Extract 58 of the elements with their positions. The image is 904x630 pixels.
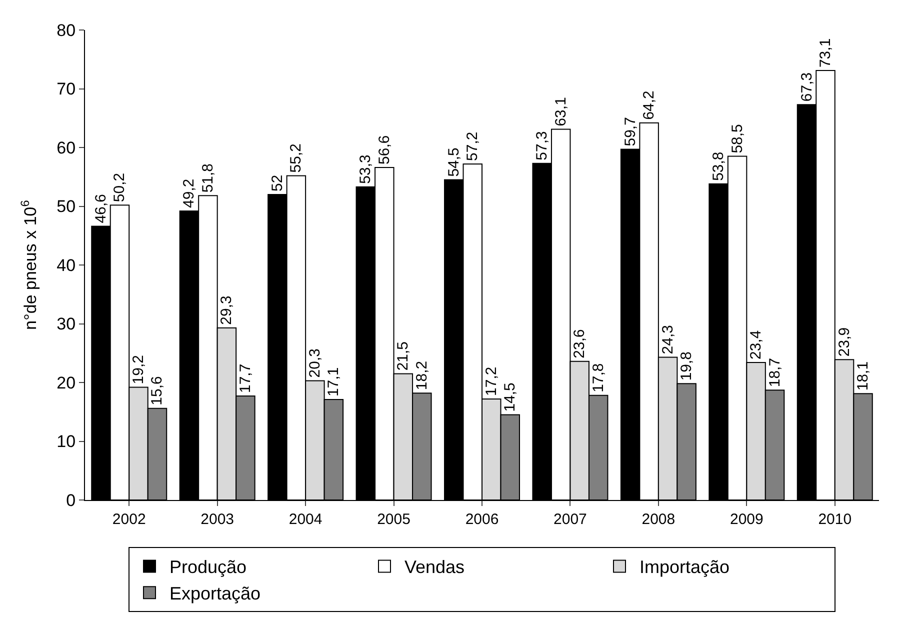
data-label: 53,3 bbox=[357, 154, 374, 184]
y-tick-label: 10 bbox=[56, 432, 76, 452]
data-label: 17,8 bbox=[590, 363, 607, 392]
data-label: 18,2 bbox=[413, 360, 430, 390]
data-label: 57,3 bbox=[534, 131, 551, 160]
data-label: 52 bbox=[268, 174, 286, 192]
x-tick-label: 2003 bbox=[200, 511, 234, 528]
data-label: 46,6 bbox=[92, 194, 110, 224]
y-tick-label: 20 bbox=[56, 373, 76, 392]
data-label: 14,5 bbox=[502, 382, 519, 412]
data-label: 19,8 bbox=[678, 351, 696, 381]
data-label: 19,2 bbox=[130, 354, 147, 384]
data-label: 17,7 bbox=[236, 364, 254, 394]
data-label: 51,8 bbox=[199, 163, 216, 193]
x-tick-label: 2010 bbox=[818, 511, 852, 528]
y-tick-label: 50 bbox=[56, 197, 76, 216]
data-label: 15,6 bbox=[148, 376, 166, 406]
data-label: 20,3 bbox=[306, 348, 324, 378]
data-label: 50,2 bbox=[111, 172, 128, 202]
data-label: 57,2 bbox=[464, 132, 482, 161]
data-label: 24,3 bbox=[659, 325, 676, 354]
data-label: 18,1 bbox=[854, 361, 872, 391]
y-tick-label: 80 bbox=[56, 20, 76, 40]
data-label: 73,1 bbox=[817, 38, 834, 68]
data-label: 55,2 bbox=[288, 143, 305, 173]
data-label: 23,9 bbox=[836, 327, 853, 357]
x-tick-label: 2009 bbox=[730, 511, 764, 528]
data-label: 64,2 bbox=[640, 90, 658, 120]
data-label: 29,3 bbox=[218, 296, 236, 325]
legend-label: Produção bbox=[170, 557, 247, 578]
data-label: 23,6 bbox=[571, 329, 588, 358]
data-label: 56,6 bbox=[376, 135, 393, 164]
x-tick-label: 2007 bbox=[554, 511, 587, 528]
x-tick-label: 2008 bbox=[642, 511, 676, 528]
data-label: 59,7 bbox=[622, 117, 639, 146]
data-label: 21,5 bbox=[394, 341, 412, 371]
x-tick-label: 2002 bbox=[112, 511, 146, 528]
legend-label: Exportação bbox=[170, 584, 261, 604]
legend-label: Vendas bbox=[404, 557, 465, 578]
data-label: 63,1 bbox=[552, 97, 570, 126]
data-label: 67,3 bbox=[798, 72, 816, 102]
data-label: 58,5 bbox=[728, 124, 746, 154]
y-tick-label: 30 bbox=[56, 314, 76, 334]
data-label: 53,8 bbox=[710, 152, 728, 181]
data-label: 23,4 bbox=[748, 330, 765, 360]
y-tick-label: 60 bbox=[56, 138, 76, 158]
y-tick-label: 0 bbox=[66, 490, 76, 510]
x-tick-label: 2006 bbox=[465, 511, 499, 528]
data-label: 17,2 bbox=[482, 366, 500, 396]
data-label: 49,2 bbox=[180, 178, 198, 208]
y-tick-label: 40 bbox=[56, 256, 76, 275]
y-tick-label: 70 bbox=[56, 80, 76, 99]
x-tick-label: 2004 bbox=[288, 511, 322, 528]
x-tick-label: 2005 bbox=[377, 511, 410, 528]
legend-label: Importação bbox=[640, 557, 730, 578]
data-label: 54,5 bbox=[445, 148, 462, 177]
data-label: 17,1 bbox=[325, 367, 342, 397]
data-label: 18,7 bbox=[766, 358, 784, 388]
